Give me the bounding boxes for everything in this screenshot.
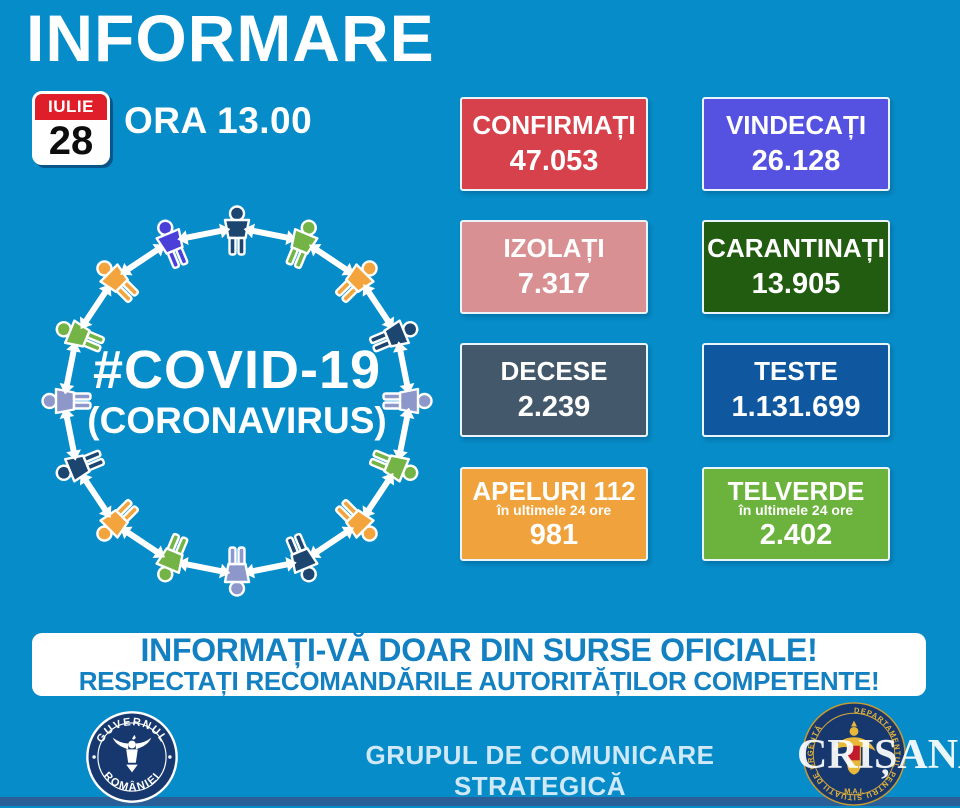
- stat-value: 26.128: [751, 145, 841, 177]
- stat-box-apeluri-112: APELURI 112 în ultimele 24 ore 981: [460, 467, 648, 561]
- coronavirus-subtitle: (CORONAVIRUS): [87, 399, 387, 441]
- time-label: ORA 13.00: [124, 100, 313, 141]
- stat-label: TELVERDE: [727, 475, 865, 506]
- page-title: INFORMARE: [26, 1, 435, 75]
- stat-box-carantinati: CARANTINAȚI 13.905: [702, 220, 890, 314]
- guvernul-romaniei-seal: GUVERNUL ROMÂNIEI: [86, 711, 178, 803]
- stat-value: 13.905: [751, 268, 841, 300]
- calendar-icon: IULIE 28: [32, 91, 110, 165]
- covid-hashtag-block: #COVID-19 (CORONAVIRUS): [22, 342, 452, 443]
- stat-value: 7.317: [517, 268, 591, 300]
- covid-hashtag: #COVID-19: [92, 340, 382, 400]
- bottom-strip: [0, 797, 960, 806]
- banner-line-1: INFORMAȚI-VĂ DOAR DIN SURSE OFICIALE!: [140, 631, 818, 668]
- banner-line-2: RESPECTAȚI RECOMANDĂRILE AUTORITĂȚILOR C…: [78, 666, 880, 697]
- eagle-icon: [112, 734, 152, 773]
- double-arrow-icon: [242, 221, 299, 247]
- stat-label: VINDECAȚI: [725, 110, 867, 140]
- stat-sublabel: în ultimele 24 ore: [738, 501, 854, 518]
- stat-box-teste: TESTE 1.131.699: [702, 343, 890, 437]
- stat-box-vindecati: VINDECAȚI 26.128: [702, 97, 890, 191]
- seal-mai-text: M.A.I.: [844, 786, 864, 795]
- stat-label: APELURI 112: [472, 475, 636, 506]
- stat-box-telverde: TELVERDE în ultimele 24 ore 2.402: [702, 467, 890, 561]
- stat-value: 1.131.699: [731, 391, 861, 423]
- stat-label: CONFIRMAȚI: [472, 110, 636, 140]
- stat-label: IZOLAȚI: [503, 233, 605, 263]
- calendar-month: IULIE: [35, 94, 107, 120]
- stat-label: TESTE: [754, 356, 838, 386]
- stat-sublabel: în ultimele 24 ore: [496, 501, 612, 518]
- stat-box-izolati: IZOLAȚI 7.317: [460, 220, 648, 314]
- double-arrow-icon: [242, 555, 299, 581]
- dsu-seal: DEPARTAMENTUL PENTRU SITUAȚII DE URGENȚĂ…: [802, 702, 906, 806]
- double-arrow-icon: [175, 555, 232, 581]
- stat-label: CARANTINAȚI: [707, 233, 885, 263]
- stat-value: 2.239: [517, 391, 591, 423]
- stat-box-confirmati: CONFIRMAȚI 47.053: [460, 97, 648, 191]
- footer-title: GRUPUL DE COMUNICARE STRATEGICĂ: [365, 740, 715, 801]
- double-arrow-icon: [175, 221, 232, 247]
- stat-value: 981: [529, 519, 579, 552]
- stat-value: 47.053: [509, 145, 599, 177]
- watermark-crisana: CRIȘANA: [797, 732, 960, 778]
- dsu-eagle-icon: [832, 720, 876, 775]
- stat-value: 2.402: [759, 519, 833, 552]
- official-sources-banner: INFORMAȚI-VĂ DOAR DIN SURSE OFICIALE! RE…: [32, 633, 926, 696]
- calendar-day: 28: [48, 119, 94, 163]
- stat-box-decese: DECESE 2.239: [460, 343, 648, 437]
- stat-label: DECESE: [500, 356, 608, 386]
